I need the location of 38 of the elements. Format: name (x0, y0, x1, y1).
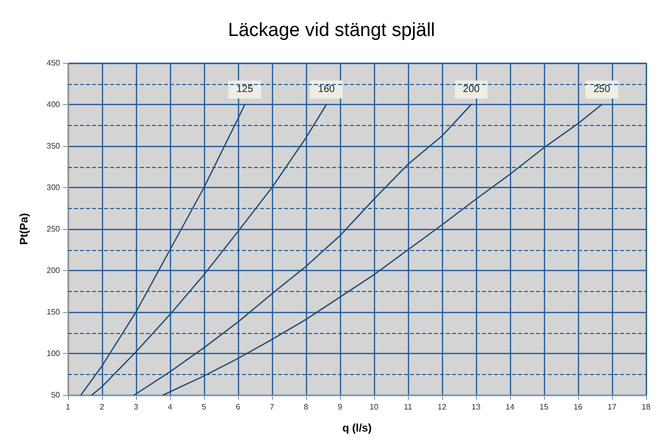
x-tick-label: 11 (404, 402, 413, 412)
series-label: 125 (236, 84, 254, 95)
y-tick-label: 300 (46, 183, 61, 192)
y-tick-label: 400 (46, 100, 61, 109)
series-label: 250 (593, 84, 611, 95)
x-tick-label: 5 (202, 402, 207, 412)
series-label: 160 (318, 84, 336, 95)
x-tick-label: 9 (338, 402, 343, 412)
y-tick-label: 450 (46, 58, 61, 68)
line-series (134, 104, 472, 396)
x-tick-label: 1 (66, 402, 71, 412)
x-tick-label: 10 (370, 402, 379, 412)
x-tick-label: 15 (540, 402, 549, 412)
series-label: 200 (462, 84, 480, 95)
x-tick-label: 2 (100, 402, 105, 412)
x-tick-label: 8 (304, 402, 309, 412)
y-tick-label: 250 (46, 224, 61, 234)
x-tick-label: 3 (134, 402, 139, 412)
line-series (80, 104, 246, 396)
x-tick-label: 7 (270, 402, 275, 412)
y-axis-title: Pt(Pa) (18, 212, 30, 245)
x-axis-title: q (l/s) (342, 422, 372, 434)
x-tick-label: 17 (608, 402, 617, 412)
y-tick-label: 150 (46, 308, 61, 316)
x-tick-label: 18 (642, 402, 651, 412)
x-tick-label: 12 (438, 402, 447, 412)
y-tick-label: 50 (51, 390, 61, 400)
x-tick-label: 4 (168, 402, 173, 412)
x-tick-label: 6 (236, 402, 241, 412)
line-series (162, 104, 602, 396)
line-series (91, 104, 328, 396)
y-tick-label: 350 (46, 142, 61, 150)
y-tick-label: 100 (46, 349, 61, 358)
x-tick-label: 13 (472, 402, 481, 412)
y-tick-label: 200 (46, 266, 61, 275)
x-tick-label: 16 (574, 402, 583, 412)
x-tick-label: 14 (506, 402, 515, 412)
chart-title: Läckage vid stängt spjäll (228, 20, 436, 41)
